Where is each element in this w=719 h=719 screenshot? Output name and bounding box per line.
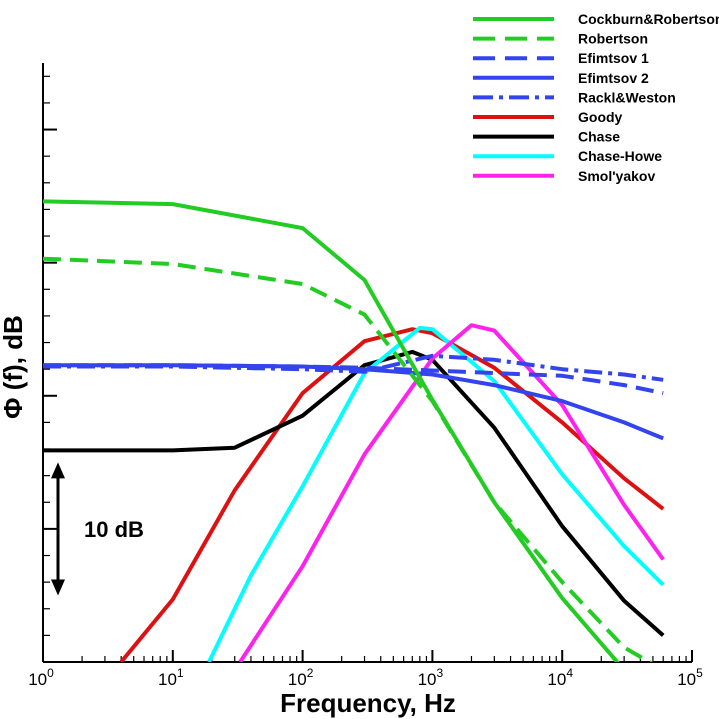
x-tick-label: 100 [28,666,54,689]
plot-lines [43,199,665,662]
x-tick-label: 105 [677,666,703,689]
series-line-4 [43,353,664,382]
annotation-10db: 10 dB [51,462,144,596]
series-line-8 [238,323,665,662]
x-axis-title: Frequency, Hz [280,688,456,718]
legend-label-3: Efimtsov 2 [578,70,649,86]
series-line-0 [43,199,620,662]
axes: 100 101 102 103 104 105 [28,63,703,689]
legend-label-1: Robertson [578,31,648,47]
legend-label-8: Smol'yakov [578,168,655,184]
y-axis-title: Φ (f), dB [0,315,28,419]
legend-label-6: Chase [578,129,620,145]
legend-label-5: Goody [578,109,623,125]
x-tick-label: 102 [288,666,314,689]
annotation-label: 10 dB [84,517,144,542]
x-tick-label: 103 [418,666,444,689]
legend-label-0: Cockburn&Robertson [578,11,719,27]
legend-label-2: Efimtsov 1 [578,50,649,66]
legend: Cockburn&Robertson Robertson Efimtsov 1 Efi… [473,11,719,184]
legend-label-4: Rackl&Weston [578,89,676,105]
annotation-arrow-up [51,462,65,479]
x-tick-label: 101 [158,666,184,689]
annotation-arrow-down [51,579,65,596]
series-line-6 [43,349,665,637]
x-tick-label: 104 [547,666,573,689]
legend-label-7: Chase-Howe [578,148,662,164]
series-line-7 [207,325,665,662]
